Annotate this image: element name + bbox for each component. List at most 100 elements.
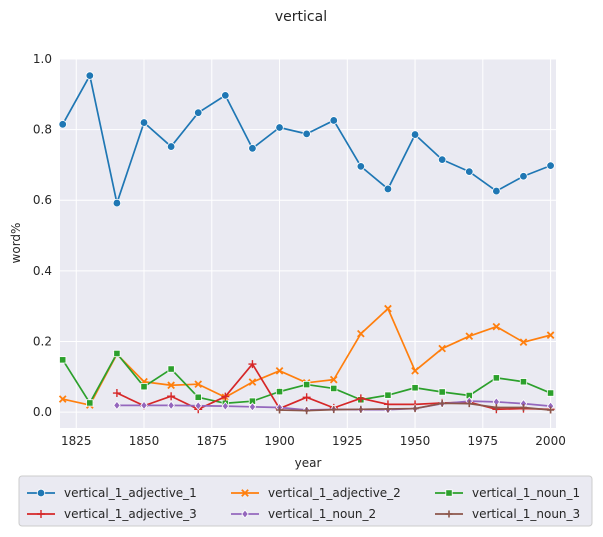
data-point <box>248 360 257 369</box>
data-point <box>410 130 420 139</box>
legend-label: vertical_1_noun_3 <box>472 507 580 521</box>
y-tick-label: 0.2 <box>33 334 52 348</box>
data-point <box>330 384 338 393</box>
data-point <box>167 392 176 401</box>
data-point <box>221 91 230 100</box>
y-tick-label: 0.0 <box>33 405 52 419</box>
data-point <box>221 392 230 401</box>
data-point <box>465 332 474 341</box>
data-point <box>438 388 446 396</box>
legend-marker <box>36 488 46 498</box>
data-point <box>113 400 121 411</box>
data-point <box>437 155 447 164</box>
data-point <box>411 366 419 375</box>
y-tick-label: 0.6 <box>33 193 52 207</box>
data-point <box>519 338 528 347</box>
legend: vertical_1_adjective_1 vertical_1_adjecti… <box>18 475 593 527</box>
data-point <box>140 400 148 411</box>
data-point <box>330 406 338 414</box>
data-point <box>303 407 311 415</box>
data-point <box>384 391 392 399</box>
data-point <box>113 349 121 358</box>
data-point <box>139 118 149 127</box>
legend-item: vertical_1_noun_1 <box>435 486 580 500</box>
data-point <box>58 120 67 129</box>
data-point <box>194 401 202 411</box>
data-point <box>438 344 447 353</box>
y-tick-label: 1.0 <box>33 52 52 66</box>
x-tick-label: 1875 <box>197 434 228 448</box>
data-point <box>112 198 122 208</box>
data-point <box>546 389 555 397</box>
data-point <box>492 374 500 382</box>
data-point <box>275 123 284 132</box>
data-point <box>438 399 446 407</box>
data-point <box>519 404 527 412</box>
data-point <box>166 142 176 151</box>
legend-marker <box>445 510 453 518</box>
data-point <box>329 375 338 384</box>
legend-item: vertical_1_noun_3 <box>435 507 580 521</box>
x-tick-label: 1900 <box>264 434 295 448</box>
data-point <box>275 388 284 396</box>
legend-marker <box>445 489 453 497</box>
x-axis-label: year <box>295 456 322 470</box>
x-tick-label: 1975 <box>468 434 499 448</box>
data-point <box>465 400 473 408</box>
legend-marker <box>37 510 45 518</box>
data-point <box>519 172 528 181</box>
data-point <box>356 394 365 403</box>
data-point <box>167 365 175 373</box>
data-point <box>194 380 203 389</box>
legend-item: vertical_1_noun_2 <box>231 507 376 521</box>
data-point <box>547 406 555 414</box>
series-vertical_1_noun_3 <box>276 399 555 415</box>
data-point <box>275 366 284 375</box>
data-point <box>85 71 95 80</box>
data-point <box>492 404 500 412</box>
y-axis-ticks: 0.0 0.2 0.4 0.6 0.8 1.0 <box>33 52 52 419</box>
data-point <box>302 393 311 402</box>
legend-label: vertical_1_adjective_2 <box>268 486 401 500</box>
x-axis-ticks: 1825 1850 1875 1900 1925 1950 1975 2000 <box>61 434 566 448</box>
legend-label: vertical_1_noun_1 <box>472 486 580 500</box>
data-point <box>383 184 393 194</box>
data-point <box>492 186 501 196</box>
legend-label: vertical_1_adjective_1 <box>64 486 197 500</box>
x-tick-label: 1950 <box>400 434 431 448</box>
y-tick-label: 0.8 <box>33 123 52 137</box>
data-point <box>248 378 257 386</box>
data-point <box>221 401 230 411</box>
series-vertical_1_adjective_1 <box>58 71 555 208</box>
chart-title: vertical <box>275 9 327 25</box>
data-point <box>519 378 528 386</box>
data-point <box>384 405 392 413</box>
data-point <box>357 329 365 338</box>
data-point <box>58 395 67 403</box>
data-point <box>194 393 202 401</box>
legend-label: vertical_1_noun_2 <box>268 507 376 521</box>
data-point <box>329 116 338 125</box>
data-point <box>411 405 419 413</box>
data-point <box>303 380 311 389</box>
data-point <box>546 331 555 339</box>
x-tick-label: 1925 <box>332 434 363 448</box>
data-point <box>86 399 94 407</box>
x-tick-label: 2000 <box>535 434 566 448</box>
data-point <box>248 402 257 412</box>
data-point <box>356 162 366 171</box>
legend-label: vertical_1_adjective_3 <box>64 507 197 521</box>
data-point <box>546 161 555 170</box>
data-point <box>167 400 175 411</box>
series-vertical_1_noun_1 <box>59 349 555 407</box>
series-layer <box>58 71 555 415</box>
data-point <box>194 108 203 117</box>
y-axis-label: word% <box>9 223 23 264</box>
data-point <box>411 384 419 392</box>
x-tick-label: 1850 <box>129 434 160 448</box>
data-point <box>357 405 365 413</box>
x-tick-label: 1825 <box>61 434 92 448</box>
legend-marker <box>241 509 249 519</box>
data-point <box>167 381 175 390</box>
